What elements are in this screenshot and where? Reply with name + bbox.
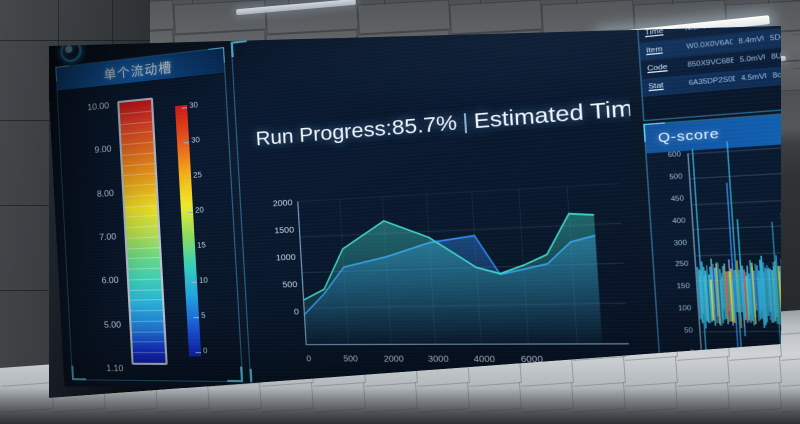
gradient-stripe	[131, 320, 164, 323]
area-chart-x-tick: 0	[306, 355, 312, 364]
gradient-stripe	[133, 352, 165, 354]
floor-shadow	[0, 388, 800, 424]
table-cell: 8.4mVUA	[738, 35, 764, 47]
gradient-stripe	[121, 131, 153, 136]
flow-scale-label: 5.00	[103, 318, 122, 330]
gradient-stripe	[131, 331, 164, 333]
area-chart-x-tick: 500	[343, 355, 359, 364]
gradient-stripe	[125, 215, 158, 218]
gradient-stripe	[123, 173, 156, 177]
gradient-stripe	[127, 257, 160, 260]
area-chart-y-tick: 500	[282, 279, 298, 290]
area-chart-y-tick: 1000	[275, 251, 296, 263]
colorbar-tick: 25	[193, 171, 203, 180]
table-cell: 5.0mVUA	[739, 54, 765, 65]
gradient-stripe	[122, 162, 155, 167]
gradient-stripe	[133, 362, 166, 364]
area-chart-y-tick: 0	[293, 306, 300, 317]
run-progress-label: Run Progress:	[255, 115, 393, 150]
readout-separator: |	[461, 109, 470, 134]
table-cell: 6A35DP2S0DA8T0.4D.0D.Y.0	[688, 75, 735, 88]
wall-tile	[779, 356, 800, 387]
gradient-stripe	[123, 183, 156, 187]
eta-label: Estimated Time:	[473, 93, 656, 134]
wall-display[interactable]: · · · · · · · · 单个流动槽 10.009.008.007.006…	[49, 26, 781, 398]
qscore-y-tick: 400	[672, 217, 686, 226]
gradient-stripe	[125, 204, 157, 208]
colorbar-tick: 15	[197, 241, 207, 250]
gradient-stripe	[124, 194, 157, 198]
table-cell: W0.0X0V6A0D.4A.65F4U0.45	[686, 38, 733, 52]
area-chart[interactable]: 2000 1500 1000 500 0 0 500 2000 3000 4000 6000	[257, 176, 634, 373]
gradient-stripe	[130, 310, 163, 312]
area-chart-x-tick: 3000	[427, 355, 449, 365]
flow-cell-gradient-bar	[117, 97, 168, 366]
gradient-stripe	[129, 288, 162, 291]
gradient-stripe	[120, 120, 153, 125]
qscore-y-tick: 100	[678, 305, 692, 314]
colorbar-tick: 30	[191, 136, 201, 146]
display-screen[interactable]: · · · · · · · · 单个流动槽 10.009.008.007.006…	[49, 0, 781, 398]
area-chart-y-tick: 1500	[274, 224, 295, 236]
panel-flow-cell[interactable]: 单个流动槽 10.00 9.00 8.00 7.00 6.00 5.00 1.10 30 30…	[55, 47, 244, 383]
flow-scale-label: 1.10	[105, 362, 124, 374]
flow-scale-label: 6.00	[101, 274, 119, 286]
qscore-y-tick: 500	[669, 173, 683, 182]
area-chart-x-tick: 2000	[383, 355, 405, 364]
qscore-y-tick: 600	[667, 151, 682, 160]
table-cell: 4.5mVUA	[740, 73, 767, 84]
panel-qscore-chart[interactable]: Q-score ··· 600500450400300250150100500 …	[643, 94, 781, 390]
flow-scale-label: 7.00	[98, 230, 117, 243]
colorbar-tick: 0	[202, 347, 208, 356]
qscore-y-tick: 150	[676, 283, 691, 292]
colorbar-tick: 10	[198, 277, 209, 286]
gradient-stripe	[130, 299, 163, 302]
gradient-stripe	[128, 267, 161, 270]
colorbar-tick: 20	[195, 206, 205, 215]
flow-scale-label: 9.00	[94, 143, 112, 156]
qscore-y-tick: 450	[670, 195, 685, 204]
table-row-label: Item	[645, 45, 663, 56]
corner-accent	[231, 40, 248, 57]
flow-scale-label: 10.00	[87, 99, 110, 113]
table-row-label: Code	[647, 63, 668, 74]
flow-cell-body: 10.00 9.00 8.00 7.00 6.00 5.00 1.10 30 30 25 20 15…	[58, 72, 243, 381]
table-cell: 850X9VC68B.A0D9.45F4U0.45	[687, 57, 734, 70]
table-row-label: Stat	[648, 82, 664, 92]
panel-run-progress[interactable]: Run Progress:85.7%|Estimated Time:2h 15m…	[231, 0, 652, 390]
flow-scale-label: 8.00	[96, 187, 115, 199]
wall-tile	[779, 330, 800, 361]
gradient-stripe	[127, 246, 160, 250]
area-chart-plot	[297, 183, 629, 345]
qscore-y-tick: 50	[683, 327, 694, 336]
qscore-y-tick: 300	[673, 239, 688, 248]
gradient-stripe	[121, 141, 154, 146]
area-chart-x-tick: 4000	[473, 355, 496, 365]
area-chart-svg	[298, 183, 628, 344]
run-progress-value: 85.7%	[391, 110, 458, 140]
gradient-stripe	[126, 225, 158, 229]
gradient-stripe	[132, 341, 165, 343]
colorbar-tick: 5	[200, 312, 206, 321]
colorbar-tick: 30	[189, 101, 199, 111]
qscore-y-tick: 250	[675, 261, 689, 270]
gradient-stripe	[119, 110, 152, 115]
qscore-body: ··· 600500450400300250150100500 01020304…	[647, 125, 781, 390]
gradient-stripe	[126, 236, 159, 239]
gradient-stripe	[129, 278, 161, 281]
gradient-stripe	[122, 152, 154, 156]
area-chart-y-tick: 2000	[272, 197, 293, 209]
